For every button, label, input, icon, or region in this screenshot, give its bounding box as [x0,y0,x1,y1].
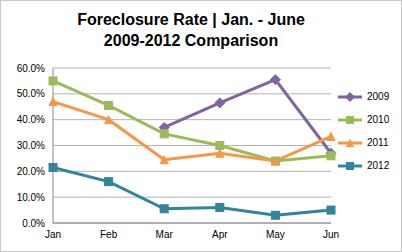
svg-text:20.0%: 20.0% [17,166,45,177]
svg-text:Jun: Jun [323,229,339,240]
svg-text:10.0%: 10.0% [17,192,45,203]
html-text:2009: 2009 [367,91,390,102]
svg-text:50.0%: 50.0% [17,88,45,99]
svg-text:May: May [266,229,285,240]
html-text:2011: 2011 [367,137,389,148]
svg-text:Apr: Apr [212,229,228,240]
svg-text:Mar: Mar [156,229,174,240]
html-text:2012: 2012 [367,160,390,171]
html-text:2009-2012 Comparison: 2009-2012 Comparison [103,32,279,49]
svg-text:Jan: Jan [45,229,61,240]
svg-text:Feb: Feb [100,229,118,240]
svg-text:30.0%: 30.0% [17,140,45,151]
html-text:Foreclosure Rate | Jan. - June: Foreclosure Rate | Jan. - June [77,11,305,28]
html-text:2010: 2010 [367,114,390,125]
svg-text:40.0%: 40.0% [17,114,45,125]
svg-text:0.0%: 0.0% [22,218,45,229]
svg-text:60.0%: 60.0% [17,63,45,74]
